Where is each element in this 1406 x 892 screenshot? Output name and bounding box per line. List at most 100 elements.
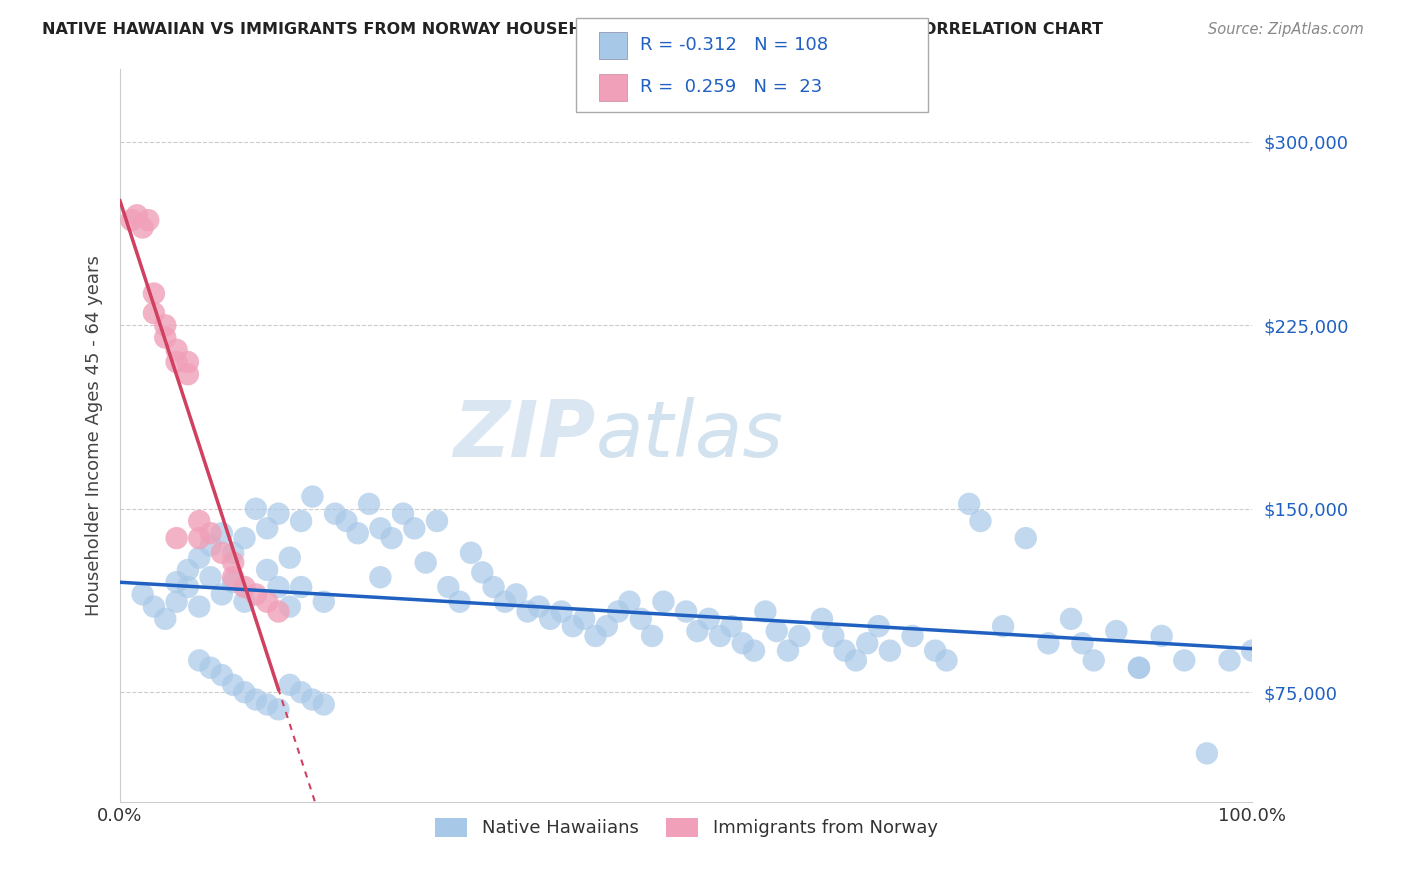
Point (1173, 653, 1195, 667)
Point (188, 653, 211, 667)
Point (1241, 643, 1264, 657)
Point (323, 507, 346, 521)
Point (267, 605, 290, 619)
Point (335, 514, 357, 528)
Y-axis label: Householder Income Ages 45 - 64 years: Householder Income Ages 45 - 64 years (86, 255, 103, 615)
Point (845, 653, 868, 667)
Point (630, 612, 652, 626)
Point (585, 629, 607, 643)
Point (924, 643, 946, 657)
Point (527, 599, 550, 614)
Point (754, 605, 776, 619)
Point (312, 698, 335, 712)
Point (1071, 636, 1094, 650)
Point (142, 286, 165, 301)
Point (312, 595, 335, 609)
Point (256, 521, 278, 535)
Text: R = -0.312   N = 108: R = -0.312 N = 108 (640, 37, 828, 54)
Point (991, 619, 1014, 633)
Point (188, 599, 211, 614)
Text: R =  0.259   N =  23: R = 0.259 N = 23 (640, 78, 823, 96)
Point (233, 685, 256, 699)
Point (166, 355, 188, 369)
Point (256, 563, 278, 577)
Point (482, 580, 505, 594)
Legend: Native Hawaiians, Immigrants from Norway: Native Hawaiians, Immigrants from Norway (427, 811, 945, 845)
Point (131, 220, 153, 235)
Point (301, 692, 323, 706)
Point (1150, 629, 1173, 643)
Point (1038, 636, 1060, 650)
Point (245, 587, 267, 601)
Point (267, 702, 290, 716)
Point (1219, 653, 1241, 667)
Point (561, 619, 583, 633)
Point (505, 587, 527, 601)
Point (868, 619, 890, 633)
Point (278, 678, 301, 692)
Point (437, 580, 460, 594)
Point (256, 698, 278, 712)
Point (1128, 661, 1150, 675)
Point (697, 612, 720, 626)
Point (278, 550, 301, 565)
Point (731, 636, 754, 650)
Point (222, 570, 245, 584)
Point (449, 595, 471, 609)
Point (823, 629, 845, 643)
Point (177, 368, 200, 382)
Point (125, 208, 148, 222)
Point (166, 575, 188, 590)
Point (641, 629, 664, 643)
Point (789, 629, 811, 643)
Point (211, 587, 233, 601)
Point (188, 531, 211, 545)
Point (188, 550, 211, 565)
Point (675, 605, 697, 619)
Text: atlas: atlas (596, 398, 783, 474)
Point (415, 556, 437, 570)
Point (177, 563, 200, 577)
Point (765, 624, 787, 638)
Point (211, 546, 233, 560)
Point (177, 580, 200, 594)
Point (776, 643, 799, 657)
Point (166, 595, 188, 609)
Point (155, 330, 177, 344)
Point (1105, 624, 1128, 638)
Point (177, 355, 200, 369)
Point (278, 599, 301, 614)
Point (1195, 747, 1218, 761)
Point (426, 514, 449, 528)
Point (233, 580, 256, 594)
Point (572, 612, 595, 626)
Point (142, 599, 165, 614)
Point (1128, 661, 1150, 675)
Point (494, 595, 516, 609)
Point (742, 643, 765, 657)
Point (370, 570, 392, 584)
Point (222, 678, 245, 692)
Point (155, 318, 177, 333)
Point (222, 556, 245, 570)
Point (120, 213, 142, 227)
Point (392, 507, 415, 521)
Point (1015, 531, 1038, 545)
Point (550, 605, 572, 619)
Point (256, 595, 278, 609)
Point (245, 692, 267, 706)
Point (290, 514, 312, 528)
Point (357, 497, 380, 511)
Point (404, 521, 426, 535)
Point (233, 531, 256, 545)
Point (136, 213, 159, 227)
Point (222, 575, 245, 590)
Point (211, 668, 233, 682)
Point (957, 497, 980, 511)
Point (811, 612, 834, 626)
Point (290, 580, 312, 594)
Point (607, 605, 630, 619)
Point (166, 343, 188, 357)
Point (200, 538, 222, 552)
Point (1060, 612, 1083, 626)
